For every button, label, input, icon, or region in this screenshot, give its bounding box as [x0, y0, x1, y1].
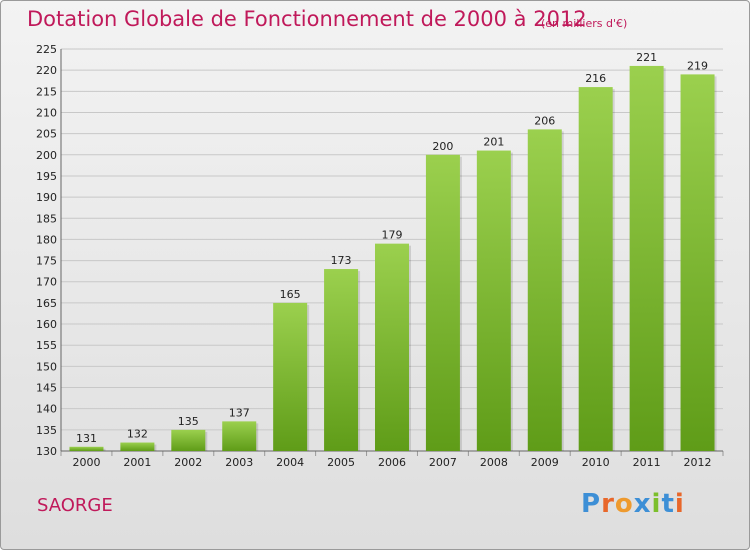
x-tick-label: 2004: [276, 456, 304, 469]
y-tick-label: 140: [36, 403, 57, 416]
bars: [69, 65, 717, 452]
y-tick-label: 185: [36, 212, 57, 225]
value-label: 200: [432, 140, 453, 153]
logo-letter: t: [661, 489, 675, 519]
y-tick-label: 175: [36, 255, 57, 268]
x-tick-label: 2011: [633, 456, 661, 469]
value-label: 137: [229, 406, 250, 419]
chart-subtitle: (en milliers d'€): [541, 17, 628, 30]
bar-2000: [69, 446, 104, 451]
y-tick-label: 200: [36, 149, 57, 162]
value-label: 131: [76, 432, 97, 445]
value-label: 216: [585, 72, 606, 85]
logo-letter: r: [601, 489, 615, 519]
logo-letter: P: [581, 489, 602, 519]
x-tick-label: 2002: [174, 456, 202, 469]
value-label: 135: [178, 415, 199, 428]
y-tick-label: 195: [36, 170, 57, 183]
logo-letter: i: [674, 489, 685, 519]
bar-2012: [680, 74, 715, 452]
y-tick-label: 180: [36, 233, 57, 246]
value-label: 165: [280, 288, 301, 301]
bar-2006: [375, 243, 409, 451]
y-tick-label: 220: [36, 64, 57, 77]
x-tick-label: 2007: [429, 456, 457, 469]
chart-title: Dotation Globale de Fonctionnement de 20…: [27, 7, 587, 31]
y-tick-label: 170: [36, 276, 57, 289]
commune-name: SAORGE: [37, 495, 113, 516]
value-label: 132: [127, 428, 148, 441]
value-label: 173: [331, 254, 352, 267]
y-tick-label: 205: [36, 128, 57, 141]
bar-2004: [273, 302, 308, 451]
value-label: 221: [636, 51, 657, 64]
y-tick-label: 190: [36, 191, 57, 204]
value-label: 201: [483, 136, 504, 149]
bar-2011: [629, 65, 664, 451]
y-tick-label: 135: [36, 424, 57, 437]
y-tick-label: 145: [36, 382, 57, 395]
x-tick-label: 2006: [378, 456, 406, 469]
x-tick-label: 2009: [531, 456, 559, 469]
x-tick-label: 2003: [225, 456, 253, 469]
bar-chart: 130 135 140 145 150 155 160 165 170 175 180 185 190 1…: [36, 43, 724, 469]
bar-2010: [578, 87, 613, 451]
logo-letter: o: [614, 489, 634, 519]
y-tick-label: 215: [36, 85, 57, 98]
x-tick-label: 2010: [582, 456, 610, 469]
y-tick-label: 210: [36, 106, 57, 119]
value-label: 206: [534, 114, 555, 127]
x-tick-label: 2008: [480, 456, 508, 469]
labels: 130 135 140 145 150 155 160 165 170 175 180 185 190 1…: [36, 43, 712, 469]
logo-letter: i: [651, 489, 662, 519]
logo-letter: x: [633, 489, 652, 519]
y-tick-label: 160: [36, 318, 57, 331]
bar-2001: [120, 442, 155, 451]
y-tick-label: 155: [36, 339, 57, 352]
value-label: 219: [687, 59, 708, 72]
y-tick-label: 130: [36, 445, 57, 458]
bar-2003: [222, 421, 257, 451]
x-tick-label: 2012: [684, 456, 712, 469]
x-tick-label: 2005: [327, 456, 355, 469]
bar-2008: [476, 150, 511, 451]
bar-2005: [324, 269, 359, 451]
bar-2002: [171, 429, 206, 451]
y-tick-label: 225: [36, 43, 57, 56]
x-tick-label: 2001: [123, 456, 151, 469]
y-tick-label: 150: [36, 360, 57, 373]
proxiti-logo[interactable]: Proxiti: [581, 489, 685, 519]
x-tick-label: 2000: [72, 456, 100, 469]
y-tick-label: 165: [36, 297, 57, 310]
value-label: 179: [382, 229, 403, 242]
bar-2007: [425, 154, 460, 451]
bar-2009: [527, 129, 562, 451]
